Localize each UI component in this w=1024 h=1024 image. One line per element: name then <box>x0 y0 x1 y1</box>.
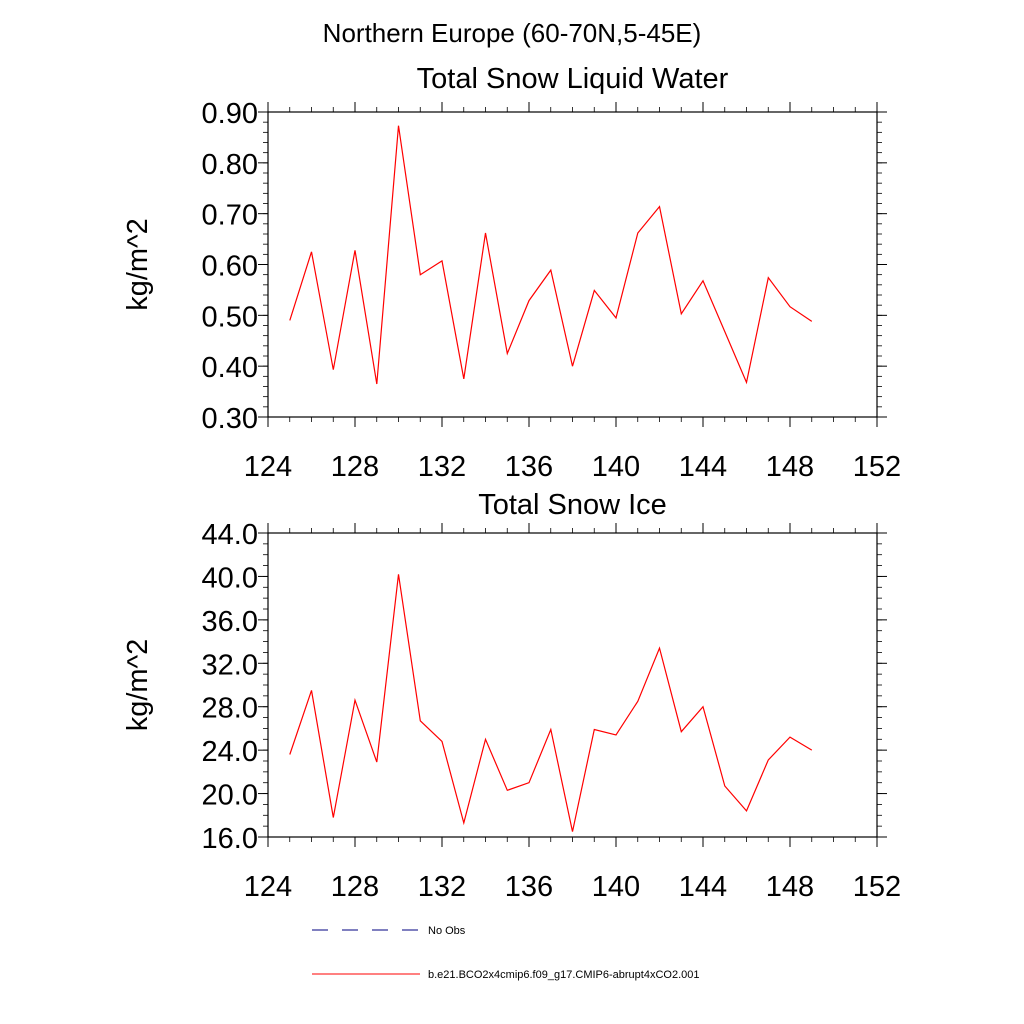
x-tick-label: 152 <box>853 451 901 483</box>
panel-title: Total Snow Ice <box>478 489 667 521</box>
x-tick-label: 124 <box>244 451 292 483</box>
y-tick-label: 0.50 <box>202 301 258 333</box>
x-tick-label: 128 <box>331 871 379 903</box>
y-tick-label: 0.40 <box>202 352 258 384</box>
y-tick-label: 0.90 <box>202 98 258 130</box>
y-tick-label: 28.0 <box>202 693 258 725</box>
y-tick-label: 32.0 <box>202 649 258 681</box>
x-tick-label: 148 <box>766 871 814 903</box>
x-tick-label: 124 <box>244 871 292 903</box>
y-tick-label: 0.80 <box>202 149 258 181</box>
x-tick-label: 140 <box>592 451 640 483</box>
y-axis-label: kg/m^2 <box>122 218 154 311</box>
legend-label-no-obs: No Obs <box>428 925 466 937</box>
x-tick-label: 152 <box>853 871 901 903</box>
x-tick-label: 128 <box>331 451 379 483</box>
x-tick-label: 132 <box>418 871 466 903</box>
y-tick-label: 0.30 <box>202 403 258 435</box>
legend-label-model: b.e21.BCO2x4cmip6.f09_g17.CMIP6-abrupt4x… <box>428 969 700 981</box>
y-tick-label: 24.0 <box>202 736 258 768</box>
plot-frame <box>267 111 878 418</box>
series-line <box>289 125 813 385</box>
x-tick-label: 136 <box>505 451 553 483</box>
y-tick-label: 36.0 <box>202 606 258 638</box>
plot-frame <box>267 532 878 838</box>
x-tick-label: 144 <box>679 451 727 483</box>
y-tick-label: 20.0 <box>202 780 258 812</box>
legend: No Obs b.e21.BCO2x4cmip6.f09_g17.CMIP6-a… <box>312 925 700 981</box>
x-tick-label: 144 <box>679 871 727 903</box>
y-tick-label: 0.70 <box>202 200 258 232</box>
y-tick-label: 0.60 <box>202 251 258 283</box>
panel-snow-ice: Total Snow Ice 16.0 20.0 24.0 28.0 32.0 36.0 40… <box>122 489 901 903</box>
series-line <box>289 574 813 832</box>
main-title: Northern Europe (60-70N,5-45E) <box>323 18 702 48</box>
y-tick-label: 44.0 <box>202 519 258 551</box>
x-tick-label: 148 <box>766 451 814 483</box>
y-axis-label: kg/m^2 <box>122 639 154 732</box>
x-tick-label: 140 <box>592 871 640 903</box>
panel-title: Total Snow Liquid Water <box>417 63 729 95</box>
x-tick-label: 136 <box>505 871 553 903</box>
panel-snow-liquid-water: Total Snow Liquid Water 0.30 0.40 0.50 0.60 0… <box>122 63 901 483</box>
x-tick-label: 132 <box>418 451 466 483</box>
y-tick-label: 40.0 <box>202 562 258 594</box>
y-tick-label: 16.0 <box>202 823 258 855</box>
